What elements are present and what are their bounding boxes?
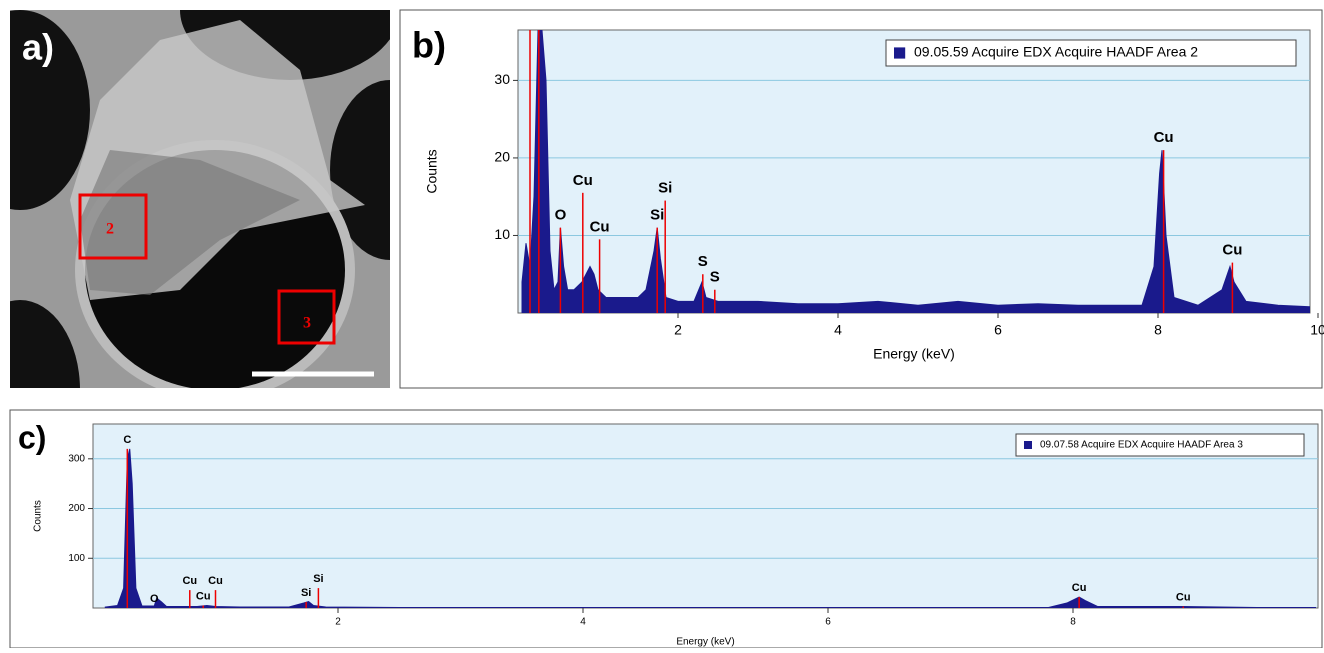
element-label: Cu [1072, 582, 1087, 594]
y-tick-label: 100 [68, 553, 85, 564]
spectrum [521, 30, 1310, 313]
element-label: C [123, 434, 131, 446]
sem-image: 2 3 a) [10, 10, 390, 388]
x-tick-label: 6 [825, 617, 831, 628]
element-label: Cu [1176, 592, 1191, 604]
element-label: O [150, 593, 159, 605]
x-tick-label: 8 [1070, 617, 1076, 628]
y-tick-label: 20 [494, 149, 510, 165]
region-label: 3 [303, 315, 311, 332]
spectrum [104, 448, 1317, 608]
element-label: S [710, 269, 720, 286]
panel-label: a) [22, 27, 54, 68]
x-tick-label: 6 [994, 322, 1002, 338]
x-tick-label: 10 [1310, 322, 1324, 338]
element-label: Cu [196, 591, 211, 603]
element-label: O [555, 207, 567, 224]
element-label: Cu [182, 575, 197, 587]
y-tick-label: 300 [68, 453, 85, 464]
x-axis-label: Energy (keV) [676, 637, 734, 648]
x-tick-label: 4 [580, 617, 586, 628]
legend-swatch [1024, 441, 1032, 449]
legend-label: 09.05.59 Acquire EDX Acquire HAADF Area … [914, 44, 1198, 60]
panel-label: b) [412, 25, 446, 66]
plot-content: O Cu Cu Si Si SS Cu Cu [521, 30, 1310, 313]
plot-area [517, 29, 1311, 314]
element-label: Si [301, 587, 311, 599]
legend-box [885, 39, 1297, 67]
x-tick-label: 2 [335, 617, 341, 628]
region-label: 2 [106, 221, 114, 238]
element-label: Cu [208, 575, 223, 587]
y-axis-label: Counts [424, 149, 440, 193]
legend-label: 09.07.58 Acquire EDX Acquire HAADF Area … [1040, 440, 1243, 451]
element-label: Si [658, 180, 672, 197]
element-label: S [698, 253, 708, 270]
chart: 10 20 30 2 4 6 8 10 O Cu Cu Si Si SS Cu Cu 09.05.59 Acqu… [399, 9, 1324, 389]
element-label: Cu [590, 218, 610, 235]
element-label: Cu [1154, 129, 1174, 146]
x-axis-label: Energy (keV) [873, 346, 955, 362]
element-label: Si [313, 573, 323, 585]
x-tick-label: 4 [834, 322, 842, 338]
x-tick-label: 8 [1154, 322, 1162, 338]
element-label: Si [650, 207, 664, 224]
y-tick-label: 200 [68, 503, 85, 514]
element-label: Cu [573, 172, 593, 189]
legend-swatch [894, 47, 906, 59]
y-axis-label: Counts [33, 500, 44, 532]
panel-label: c) [18, 419, 46, 455]
element-label: Cu [1222, 242, 1242, 259]
x-tick-label: 2 [674, 322, 682, 338]
y-tick-label: 10 [494, 226, 510, 242]
y-tick-label: 30 [494, 71, 510, 87]
legend-box [1015, 433, 1305, 457]
